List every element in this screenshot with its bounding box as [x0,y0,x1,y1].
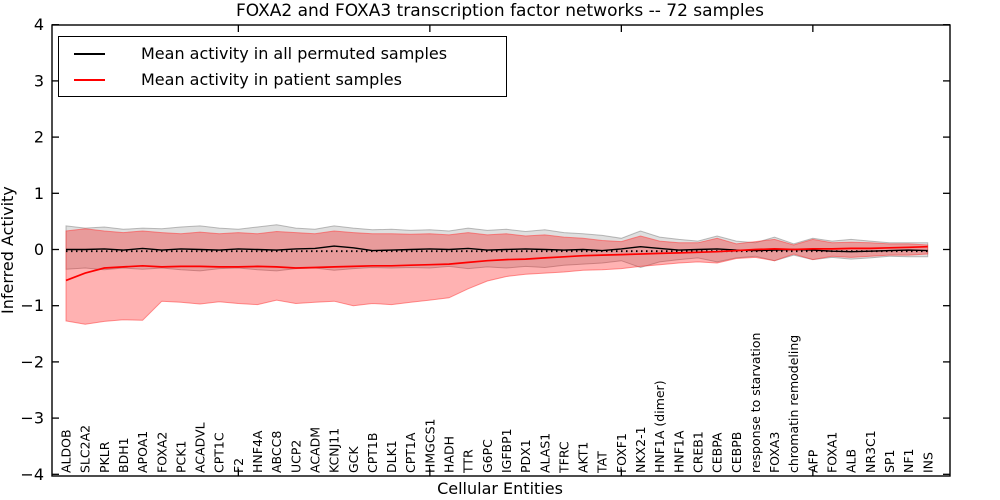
x-category-label: CEBPB [729,432,744,473]
x-category-label: NKX2-1 [633,426,648,473]
legend: Mean activity in all permuted samples Me… [58,36,507,97]
x-category-label: HNF4A [250,430,265,473]
confidence-band-permuted [65,224,929,272]
x-category-label: ALB [844,449,859,473]
x-category-label: PKLR [97,441,112,473]
x-category-label: TTR [461,449,476,474]
x-category-label: AFP [805,449,820,473]
x-category-label: BDH1 [116,437,131,473]
legend-item-patient: Mean activity in patient samples [59,67,506,93]
y-tick-label: −4 [20,465,44,484]
x-category-label: NR3C1 [863,430,878,473]
x-category-label: FOXA2 [154,432,169,473]
x-category-label: INS [920,452,935,473]
y-tick-label: 2 [34,128,44,147]
legend-item-permuted: Mean activity in all permuted samples [59,41,506,67]
x-axis-label: Cellular Entities [437,479,563,498]
x-category-label: APOA1 [135,431,150,473]
chart-title: FOXA2 and FOXA3 transcription factor net… [236,1,764,21]
line-patient-mean [65,245,928,282]
x-category-label: CPT1B [365,433,380,473]
x-category-label: HNF1A (dimer) [652,380,667,473]
x-category-label: F2 [231,458,246,473]
x-category-label: AKT1 [576,442,591,473]
axes-spines [51,24,951,477]
x-category-label: HMGCS1 [422,419,437,474]
y-tick-label: 1 [34,184,44,203]
x-category-label: SLC2A2 [78,425,93,473]
legend-label: Mean activity in patient samples [141,70,402,89]
x-category-label: ACADVL [193,422,208,473]
x-category-label: G6PC [480,439,495,473]
y-axis-label: Inferred Activity [0,186,17,314]
permuted-line-sample-icon [74,52,105,55]
x-category-label: FOXA3 [767,432,782,473]
x-category-label: ABCC8 [269,431,284,473]
x-category-label: chromatin remodeling [786,335,801,473]
y-tick-label: −1 [20,296,44,315]
patient-line-sample-icon [74,78,105,81]
x-category-label: response to starvation [748,333,763,474]
x-category-label: TAT [595,451,610,474]
y-tick-label: 3 [34,71,44,90]
x-category-label: PCK1 [173,441,188,473]
x-category-label: NF1 [901,449,916,474]
x-category-label: GCK [346,446,361,473]
x-category-label: CEBPA [710,432,725,473]
x-category-label: ACADM [307,427,322,473]
x-category-label: HNF1A [671,430,686,473]
x-category-label: UCP2 [288,440,303,473]
x-category-label: HADH [442,436,457,473]
y-tick-label: 4 [34,15,44,34]
x-category-label: IGFBP1 [499,428,514,473]
x-category-label: SP1 [882,450,897,473]
y-tick-label: −3 [20,409,44,428]
x-category-label: FOXF1 [614,433,629,473]
x-category-label: CREB1 [690,431,705,473]
x-category-label: CPT1A [403,432,418,473]
y-tick-label: 0 [34,240,44,259]
legend-label: Mean activity in all permuted samples [141,44,448,63]
x-category-label: KCNJ11 [327,428,342,473]
x-category-label: TFRC [556,441,571,474]
x-category-label: PDX1 [518,439,533,473]
x-category-label: ALAS1 [537,433,552,473]
y-tick-label: −2 [20,352,44,371]
x-category-label: FOXA1 [825,432,840,473]
x-category-label: DLK1 [384,440,399,473]
x-category-label: ALDOB [59,429,74,473]
x-category-label: CPT1C [212,432,227,473]
